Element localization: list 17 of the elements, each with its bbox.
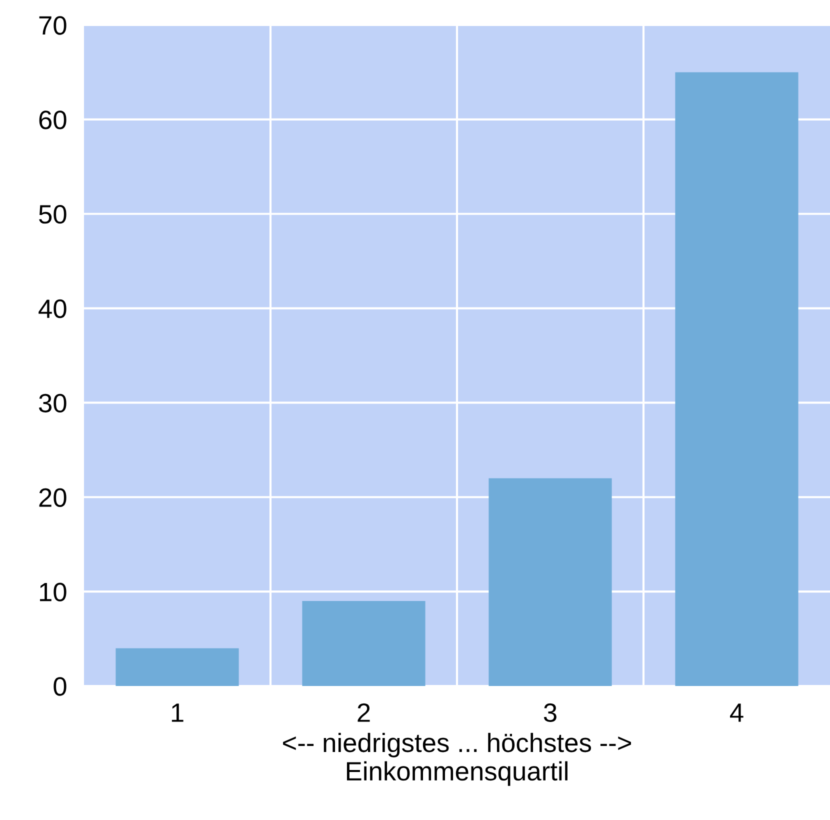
y-tick-label: 10 — [40, 582, 66, 602]
x-tick-label: 3 — [544, 703, 556, 722]
bar — [488, 478, 612, 686]
y-tick-label: 30 — [38, 394, 66, 413]
bar — [116, 648, 239, 686]
y-tick-label: 70 — [39, 16, 66, 35]
x-tick-label: 4 — [730, 704, 744, 722]
y-tick-label: 50 — [39, 204, 66, 224]
x-tick-label: 1 — [172, 704, 184, 722]
y-tick-label: 0 — [54, 677, 66, 696]
x-tick-label: 2 — [358, 703, 370, 722]
y-tick-label: 20 — [39, 488, 66, 507]
x-axis-title: <-- niedrigstes ... höchstes --> Einkommensquartil — [283, 732, 631, 786]
bar — [675, 72, 798, 686]
y-tick-label: 60 — [39, 110, 66, 130]
bar — [302, 601, 426, 686]
y-tick-label: 40 — [38, 299, 66, 318]
